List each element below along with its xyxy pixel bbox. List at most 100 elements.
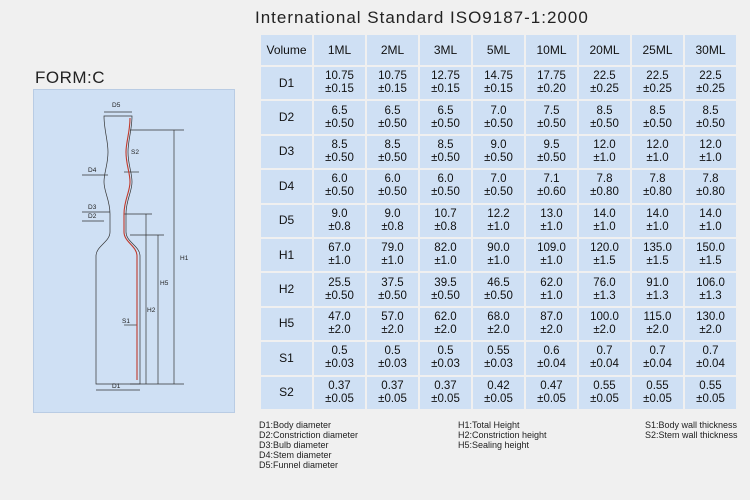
table-cell: 12.0 ±1.0 bbox=[579, 135, 630, 169]
table-cell: 14.75 ±0.15 bbox=[473, 67, 524, 100]
cell-tolerance: ±0.50 bbox=[590, 117, 619, 130]
cell-tolerance: ±0.05 bbox=[696, 392, 725, 405]
table-cell: 0.6 ±0.04 bbox=[526, 342, 577, 375]
table-cell: 7.5 ±0.50 bbox=[526, 101, 577, 134]
cell-tolerance: ±1.0 bbox=[540, 220, 563, 233]
cell-tolerance: ±2.0 bbox=[699, 323, 722, 336]
diagram-label-d1: D1 bbox=[112, 383, 121, 390]
cell-tolerance: ±2.0 bbox=[646, 323, 669, 336]
diagram-label-d5: D5 bbox=[112, 102, 121, 109]
cell-value: 135.0 bbox=[643, 242, 672, 255]
column-header: 20ML bbox=[579, 35, 630, 65]
table-cell: 87.0 ±2.0 bbox=[526, 307, 577, 341]
cell-tolerance: ±0.8 bbox=[434, 220, 457, 233]
table-cell: 6.5 ±0.50 bbox=[420, 101, 471, 134]
cell-tolerance: ±1.3 bbox=[593, 289, 616, 302]
cell-value: 0.37 bbox=[434, 379, 457, 392]
cell-value: 8.5 bbox=[437, 138, 454, 151]
table-cell: 82.0 ±1.0 bbox=[420, 238, 471, 272]
table-cell: 6.0 ±0.50 bbox=[420, 170, 471, 203]
cell-value: 7.8 bbox=[596, 173, 613, 186]
cell-value: 8.5 bbox=[596, 104, 613, 117]
cell-value: 37.5 bbox=[381, 276, 404, 289]
cell-value: 22.5 bbox=[646, 70, 669, 83]
cell-tolerance: ±1.0 bbox=[540, 289, 563, 302]
table-cell: 7.8 ±0.80 bbox=[579, 170, 630, 203]
cell-value: 7.8 bbox=[649, 173, 666, 186]
table-cell: 12.75 ±0.15 bbox=[420, 67, 471, 100]
table-row: D4 6.0 ±0.50 6.0 ±0.50 6.0 ±0.50 7.0 ±0.50 7.1 ±0.… bbox=[261, 170, 736, 203]
cell-tolerance: ±1.0 bbox=[434, 255, 457, 268]
cell-tolerance: ±0.03 bbox=[484, 358, 513, 371]
table-row: H2 25.5 ±0.50 37.5 ±0.50 39.5 ±0.50 46.5 ±0.50 62… bbox=[261, 273, 736, 306]
legend-thickness: S1:Body wall thickness S2:Stem wall thic… bbox=[645, 420, 738, 440]
cell-tolerance: ±0.50 bbox=[378, 289, 407, 302]
cell-tolerance: ±1.0 bbox=[487, 220, 510, 233]
table-cell: 39.5 ±0.50 bbox=[420, 273, 471, 306]
cell-value: 12.2 bbox=[487, 207, 510, 220]
cell-tolerance: ±2.0 bbox=[540, 323, 563, 336]
table-cell: 67.0 ±1.0 bbox=[314, 238, 365, 272]
cell-tolerance: ±0.15 bbox=[325, 83, 354, 96]
cell-value: 57.0 bbox=[381, 310, 404, 323]
cell-value: 0.5 bbox=[437, 345, 454, 358]
cell-tolerance: ±0.05 bbox=[378, 392, 407, 405]
ampoule-diagram: D5 S2 D4 D3 D2 H1 H5 H2 S1 D1 bbox=[82, 102, 189, 391]
legend-item: H5:Sealing height bbox=[458, 440, 530, 450]
column-header: 1ML bbox=[314, 35, 365, 65]
legend-item: H1:Total Height bbox=[458, 420, 520, 430]
cell-tolerance: ±0.50 bbox=[696, 117, 725, 130]
table-cell: 22.5 ±0.25 bbox=[685, 67, 736, 100]
cell-tolerance: ±0.50 bbox=[378, 186, 407, 199]
cell-value: 0.55 bbox=[699, 379, 722, 392]
cell-value: 76.0 bbox=[593, 276, 616, 289]
cell-value: 7.1 bbox=[543, 173, 560, 186]
table-cell: 8.5 ±0.50 bbox=[314, 135, 365, 169]
cell-tolerance: ±1.5 bbox=[646, 255, 669, 268]
legend-item: D4:Stem diameter bbox=[259, 450, 332, 460]
cell-tolerance: ±2.0 bbox=[328, 323, 351, 336]
cell-value: 0.55 bbox=[593, 379, 616, 392]
cell-value: 9.0 bbox=[331, 207, 348, 220]
table-cell: 22.5 ±0.25 bbox=[579, 67, 630, 100]
cell-value: 25.5 bbox=[328, 276, 351, 289]
cell-value: 106.0 bbox=[696, 276, 725, 289]
cell-tolerance: ±1.0 bbox=[487, 255, 510, 268]
table-cell: 0.5 ±0.03 bbox=[420, 342, 471, 375]
legend-item: D2:Constriction diameter bbox=[259, 430, 359, 440]
page-title: International Standard ISO9187-1:2000 bbox=[255, 8, 589, 27]
cell-tolerance: ±1.0 bbox=[699, 151, 722, 164]
table-body: D1 10.75 ±0.15 10.75 ±0.15 12.75 ±0.15 14.75 ±0.… bbox=[261, 67, 736, 409]
cell-tolerance: ±0.50 bbox=[431, 186, 460, 199]
cell-value: 46.5 bbox=[487, 276, 510, 289]
column-header: 2ML bbox=[367, 35, 418, 65]
legend-item: D3:Bulb diameter bbox=[259, 440, 329, 450]
table-cell: 62.0 ±1.0 bbox=[526, 273, 577, 306]
cell-value: 62.0 bbox=[540, 276, 563, 289]
cell-tolerance: ±1.0 bbox=[381, 255, 404, 268]
table-cell: 14.0 ±1.0 bbox=[579, 204, 630, 237]
cell-value: 115.0 bbox=[643, 310, 672, 323]
cell-tolerance: ±1.0 bbox=[646, 220, 669, 233]
cell-value: 87.0 bbox=[540, 310, 563, 323]
cell-value: 10.7 bbox=[434, 207, 457, 220]
row-label: D2 bbox=[261, 101, 312, 134]
cell-value: 12.0 bbox=[699, 138, 722, 151]
cell-tolerance: ±1.5 bbox=[593, 255, 616, 268]
cell-value: 0.37 bbox=[328, 379, 351, 392]
cell-value: 22.5 bbox=[699, 70, 722, 83]
cell-tolerance: ±0.80 bbox=[696, 186, 725, 199]
table-cell: 9.0 ±0.8 bbox=[367, 204, 418, 237]
cell-tolerance: ±0.20 bbox=[537, 83, 566, 96]
cell-tolerance: ±2.0 bbox=[381, 323, 404, 336]
table-cell: 13.0 ±1.0 bbox=[526, 204, 577, 237]
cell-value: 0.55 bbox=[646, 379, 669, 392]
cell-tolerance: ±1.3 bbox=[646, 289, 669, 302]
table-cell: 0.7 ±0.04 bbox=[685, 342, 736, 375]
table-cell: 9.0 ±0.8 bbox=[314, 204, 365, 237]
table-cell: 0.7 ±0.04 bbox=[579, 342, 630, 375]
table-cell: 7.0 ±0.50 bbox=[473, 101, 524, 134]
table-cell: 7.0 ±0.50 bbox=[473, 170, 524, 203]
cell-tolerance: ±0.8 bbox=[328, 220, 351, 233]
table-header-row: Volume 1ML 2ML 3ML 5ML 10ML 20ML 25ML 30… bbox=[261, 35, 736, 65]
